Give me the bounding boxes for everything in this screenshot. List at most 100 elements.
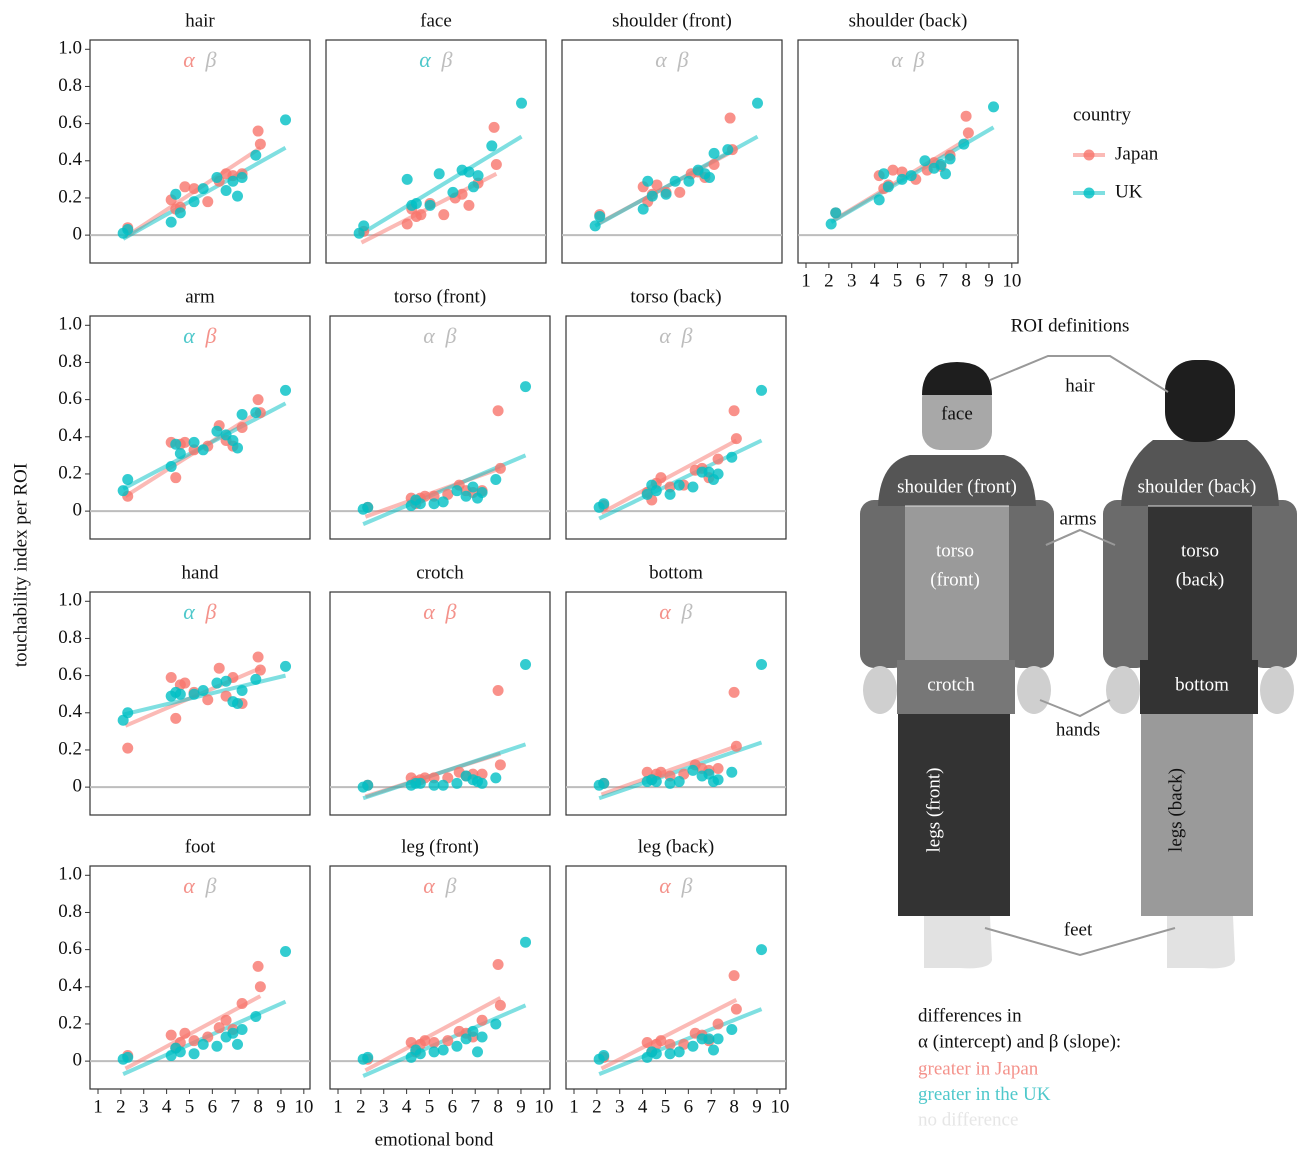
point [492, 405, 504, 417]
point [179, 436, 191, 448]
point [122, 224, 134, 236]
alpha-symbol: α [183, 47, 195, 72]
roi-label: hair [1065, 375, 1095, 396]
x-tick-label: 8 [961, 270, 971, 291]
panel-title: torso (front) [394, 286, 486, 307]
point [362, 1051, 374, 1063]
x-tick-label: 9 [516, 1096, 526, 1117]
point [726, 451, 738, 463]
point [673, 1046, 685, 1058]
x-tick-label: 10 [770, 1096, 789, 1117]
point [940, 168, 952, 180]
x-tick-label: 9 [276, 1096, 286, 1117]
point [236, 422, 248, 433]
point [165, 671, 177, 683]
point [117, 485, 129, 497]
hand [1106, 666, 1140, 714]
beta-symbol: β [681, 323, 693, 348]
point [467, 1025, 479, 1037]
x-tick-label: 5 [893, 270, 903, 291]
point [598, 777, 610, 789]
point [722, 144, 734, 156]
fit-line [124, 994, 262, 1071]
point [236, 1024, 248, 1036]
point [250, 407, 262, 419]
y-tick-label: 1.0 [58, 590, 82, 611]
point [165, 216, 177, 228]
point [919, 155, 931, 167]
roi-label: (front) [930, 569, 980, 590]
roi-label: crotch [927, 674, 975, 695]
point [428, 1037, 440, 1049]
feet-front [924, 916, 992, 969]
point [414, 777, 426, 789]
y-tick-label: 0.6 [58, 112, 82, 133]
point [708, 147, 720, 159]
point [250, 673, 262, 685]
point [220, 1014, 232, 1026]
point [882, 181, 894, 193]
point [726, 766, 738, 778]
point [962, 127, 974, 139]
panel-title: crotch [416, 562, 464, 583]
point [492, 958, 504, 970]
point [756, 658, 768, 670]
fit-line [600, 744, 738, 797]
crotch [897, 660, 1015, 714]
y-tick-label: 0.8 [58, 627, 82, 648]
roi-label: hands [1056, 719, 1100, 740]
point [428, 779, 440, 791]
point [664, 777, 676, 789]
point [476, 1031, 488, 1043]
point [988, 101, 1000, 113]
point [437, 496, 449, 508]
point [935, 159, 947, 171]
point [712, 1018, 724, 1030]
legend-point [1083, 187, 1095, 199]
point [401, 218, 413, 230]
point [447, 186, 459, 198]
x-tick-label: 4 [638, 1096, 648, 1117]
alpha-symbol: α [423, 599, 435, 624]
point [494, 462, 506, 474]
point [460, 1033, 472, 1045]
roi-label: bottom [1175, 674, 1229, 695]
x-tick-label: 4 [870, 270, 880, 291]
x-tick-label: 6 [448, 1096, 458, 1117]
point [433, 168, 445, 180]
point [490, 474, 502, 486]
arm-back-left [1103, 500, 1151, 668]
point [280, 114, 292, 126]
point [179, 677, 191, 689]
point [280, 660, 292, 672]
point [712, 763, 724, 775]
point [197, 684, 209, 696]
torso-front [905, 506, 1009, 660]
point [451, 485, 463, 497]
point [712, 1033, 724, 1045]
x-tick-label: 5 [425, 1096, 435, 1117]
point [642, 175, 654, 187]
panel-title: bottom [649, 562, 703, 583]
face [922, 380, 992, 450]
x-axis-title: emotional bond [375, 1129, 494, 1150]
point [451, 1040, 463, 1052]
point [703, 1033, 715, 1045]
beta-symbol: β [445, 873, 457, 898]
point [236, 172, 248, 184]
point [236, 408, 248, 420]
connector [984, 927, 1176, 957]
point [232, 698, 244, 709]
alpha-symbol: α [423, 323, 435, 348]
x-tick-label: 7 [706, 1096, 716, 1117]
x-tick-label: 2 [116, 1096, 126, 1117]
point [589, 220, 601, 232]
point [358, 220, 370, 232]
point [252, 960, 264, 972]
point [712, 774, 724, 786]
point [280, 384, 292, 396]
point [704, 172, 716, 184]
y-tick-label: 0.2 [58, 186, 82, 207]
point [280, 945, 292, 957]
